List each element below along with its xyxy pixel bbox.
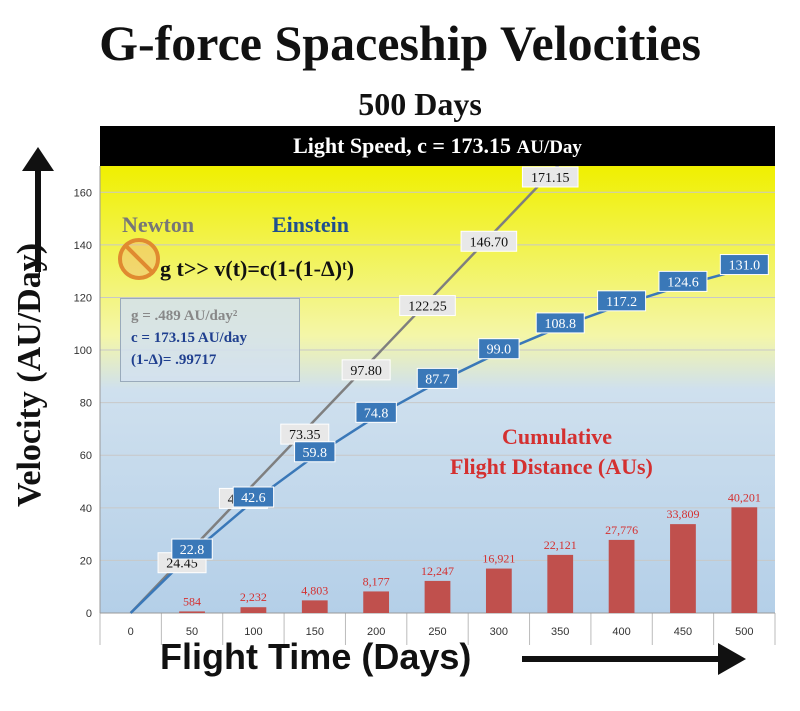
y-tick-label: 140	[74, 240, 92, 252]
x-tick-label: 0	[128, 626, 134, 638]
formula: g t>> v(t)=c(1-(1-Δ)ᵗ)	[160, 256, 354, 282]
distance-bar	[608, 539, 635, 613]
x-tick-label: 100	[244, 626, 262, 638]
x-tick-label: 450	[674, 626, 692, 638]
plot-background	[100, 166, 775, 613]
parameters-box: g = .489 AU/day² c = 173.15 AU/day (1-Δ)…	[120, 298, 300, 382]
einstein-value-box	[719, 254, 769, 276]
light-speed-banner: Light Speed, c = 173.15 AU/Day	[100, 126, 775, 166]
y-tick-label: 60	[80, 450, 92, 462]
distance-bar-label: 27,776	[605, 523, 638, 537]
newton-value-label: 146.70	[470, 235, 509, 250]
up-arrow-icon	[22, 147, 54, 272]
einstein-value-box	[171, 538, 213, 560]
param-delta: (1-Δ)= .99717	[131, 352, 217, 368]
x-tick-label: 250	[428, 626, 446, 638]
light-speed-unit: AU/Day	[516, 137, 582, 158]
y-axis-label-wrap: Velocity (AU/Day)	[4, 160, 56, 590]
y-tick-label: 160	[74, 187, 92, 199]
einstein-value-label: 131.0	[729, 259, 761, 274]
param-g: g = .489 AU/day²	[131, 308, 238, 324]
x-tick-label: 50	[186, 626, 198, 638]
einstein-value-box	[416, 367, 459, 389]
distance-bar	[301, 600, 328, 613]
einstein-value-label: 87.7	[425, 372, 450, 387]
distance-bar	[424, 580, 451, 613]
distance-bar-label: 4,803	[301, 583, 328, 597]
newton-value-label: 171.15	[531, 171, 570, 186]
newton-value-box	[341, 359, 391, 381]
einstein-value-label: 74.8	[364, 406, 389, 421]
y-tick-label: 120	[74, 292, 92, 304]
einstein-value-box	[294, 441, 336, 463]
newton-value-box	[460, 230, 518, 252]
y-axis-label: Velocity (AU/Day)	[11, 242, 48, 508]
einstein-value-label: 99.0	[487, 343, 512, 358]
right-arrow-icon	[522, 643, 746, 675]
x-tick-label: 200	[367, 626, 385, 638]
newton-value-label: 73.35	[289, 428, 321, 443]
distance-bar-label: 22,121	[544, 538, 577, 552]
cumulative-label-line-1: Cumulative	[502, 424, 612, 449]
y-tick-label: 0	[86, 608, 92, 620]
x-tick-label: 300	[490, 626, 508, 638]
newton-value-box	[399, 295, 456, 317]
newton-value-box	[521, 166, 579, 188]
einstein-value-label: 117.2	[606, 295, 637, 310]
x-tick-label: 400	[612, 626, 630, 638]
x-tick-label: 350	[551, 626, 569, 638]
light-speed-label: Light Speed, c = 173.15	[293, 133, 511, 158]
distance-bar-label: 8,177	[363, 574, 390, 588]
distance-bar-label: 40,201	[728, 490, 761, 504]
einstein-value-box	[232, 486, 275, 508]
prohibited-icon	[118, 238, 160, 280]
distance-bar	[240, 607, 267, 613]
distance-bar-label: 12,247	[421, 564, 454, 578]
distance-bar	[179, 611, 205, 613]
distance-bar-label: 33,809	[666, 507, 699, 521]
distance-bar-label: 2,232	[240, 590, 267, 604]
distance-bar	[547, 554, 574, 613]
chart-title: G-force Spaceship Velocities	[99, 15, 701, 71]
newton-value-label: 97.80	[350, 364, 382, 379]
einstein-value-label: 22.8	[180, 543, 205, 558]
einstein-value-box	[535, 312, 585, 334]
x-tick-label: 150	[306, 626, 324, 638]
distance-bar-label: 16,921	[482, 552, 515, 566]
y-tick-label: 40	[80, 503, 92, 515]
einstein-value-label: 124.6	[667, 275, 699, 290]
newton-label: Newton	[122, 212, 195, 237]
einstein-label: Einstein	[272, 212, 350, 237]
einstein-value-box	[597, 290, 647, 312]
y-tick-label: 80	[80, 398, 92, 410]
distance-bar	[363, 591, 390, 613]
formula-prefix: g t>>	[160, 256, 209, 281]
einstein-value-label: 42.6	[241, 491, 266, 506]
einstein-value-label: 59.8	[303, 446, 328, 461]
distance-bar-label: 584	[183, 594, 201, 608]
newton-value-label: 122.25	[408, 300, 447, 315]
y-tick-label: 100	[74, 345, 92, 357]
einstein-value-label: 108.8	[544, 317, 576, 332]
distance-bar	[731, 507, 758, 613]
newton-value-label: 24.45	[166, 557, 198, 572]
x-tick-label: 500	[735, 626, 753, 638]
einstein-value-box	[658, 270, 708, 292]
formula-body: v(t)=c(1-(1-Δ)ᵗ)	[214, 256, 355, 281]
distance-bar	[485, 568, 512, 613]
param-c: c = 173.15 AU/day	[131, 330, 248, 346]
einstein-value-box	[355, 401, 397, 423]
x-axis-label: Flight Time (Days)	[160, 636, 472, 677]
y-tick-label: 20	[80, 555, 92, 567]
chart-subtitle: 500 Days	[358, 86, 482, 122]
distance-bar	[670, 524, 696, 613]
cumulative-label-line-2: Flight Distance (AUs)	[450, 454, 653, 479]
einstein-value-box	[478, 338, 520, 360]
